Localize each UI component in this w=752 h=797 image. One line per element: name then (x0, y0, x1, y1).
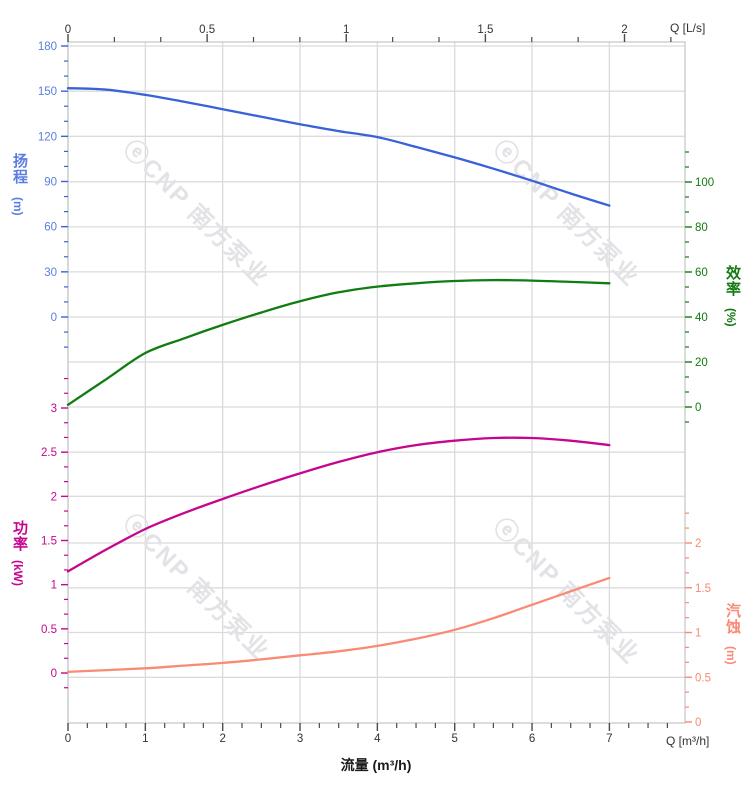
head-curve (66, 87, 611, 207)
tick-label: 0 (65, 733, 71, 745)
tick-label: 1.5 (477, 24, 493, 36)
watermark: ⓔCNP 南方泵业 (118, 134, 276, 292)
tick-label: 4 (374, 733, 381, 745)
tick-label: 6 (529, 733, 535, 745)
tick-label: 1 (695, 628, 701, 640)
tick-label: 0 (65, 24, 71, 36)
tick-label: 180 (38, 41, 57, 53)
bottom-axis-unit-label: Q [m³/h] (666, 734, 710, 748)
x-axes-layer: 0 0.5 1 1.5 2 0 1 2 3 4 5 6 7 (65, 24, 672, 745)
tick-label: 0 (51, 668, 57, 680)
grid-layer (67, 41, 686, 724)
head-axis-unit: (m) (11, 197, 25, 216)
tick-label: 20 (695, 357, 708, 369)
efficiency-axis-unit: (%) (724, 308, 738, 327)
tick-label: 100 (695, 177, 714, 189)
tick-label: 3 (297, 733, 303, 745)
tick-label: 1 (51, 580, 57, 592)
tick-label: 2 (51, 491, 57, 503)
tick-label: 40 (695, 312, 708, 324)
tick-label: 7 (606, 733, 612, 745)
tick-label: 0 (695, 402, 701, 414)
npsh-axis-unit: (m) (724, 646, 738, 665)
tick-label: 1.5 (41, 536, 57, 548)
tick-label: 2 (695, 538, 701, 550)
tick-label: 90 (44, 177, 57, 189)
top-axis-unit-label: Q [L/s] (670, 21, 706, 35)
tick-label: 80 (695, 222, 708, 234)
tick-label: 0.5 (41, 624, 57, 636)
tick-label: 0.5 (199, 24, 215, 36)
tick-label: 150 (38, 86, 57, 98)
curves-layer (66, 87, 611, 674)
tick-label: 60 (44, 222, 57, 234)
tick-label: 120 (38, 131, 57, 143)
power-axis-title: 功率 (11, 520, 28, 552)
tick-label: 0 (695, 717, 701, 729)
tick-label: 0.5 (695, 672, 711, 684)
tick-label: 1 (343, 24, 349, 36)
x-axis-title: 流量 (m³/h) (340, 757, 412, 773)
tick-label: 30 (44, 267, 57, 279)
tick-label: 5 (451, 733, 457, 745)
tick-label: 60 (695, 267, 708, 279)
watermark: ⓔCNP 南方泵业 (488, 134, 646, 292)
npsh-axis-title: 汽蚀 (724, 603, 741, 635)
y-axes-layer: 180150120906030010080604020032.521.510.5… (38, 41, 714, 729)
efficiency-axis-title: 效率 (724, 265, 741, 297)
power-axis-unit: (kW) (11, 560, 25, 586)
tick-label: 1 (142, 733, 148, 745)
tick-label: 3 (51, 403, 57, 415)
tick-label: 1.5 (695, 583, 711, 595)
watermark: ⓔCNP 南方泵业 (488, 512, 646, 670)
efficiency-curve (66, 278, 611, 406)
npsh-curve (66, 576, 611, 674)
tick-label: 2.5 (41, 447, 57, 459)
tick-label: 2 (621, 24, 627, 36)
tick-label: 2 (219, 733, 225, 745)
tick-label: 0 (51, 312, 57, 324)
head-axis-title: 扬程 (11, 153, 28, 185)
power-curve (66, 436, 611, 573)
